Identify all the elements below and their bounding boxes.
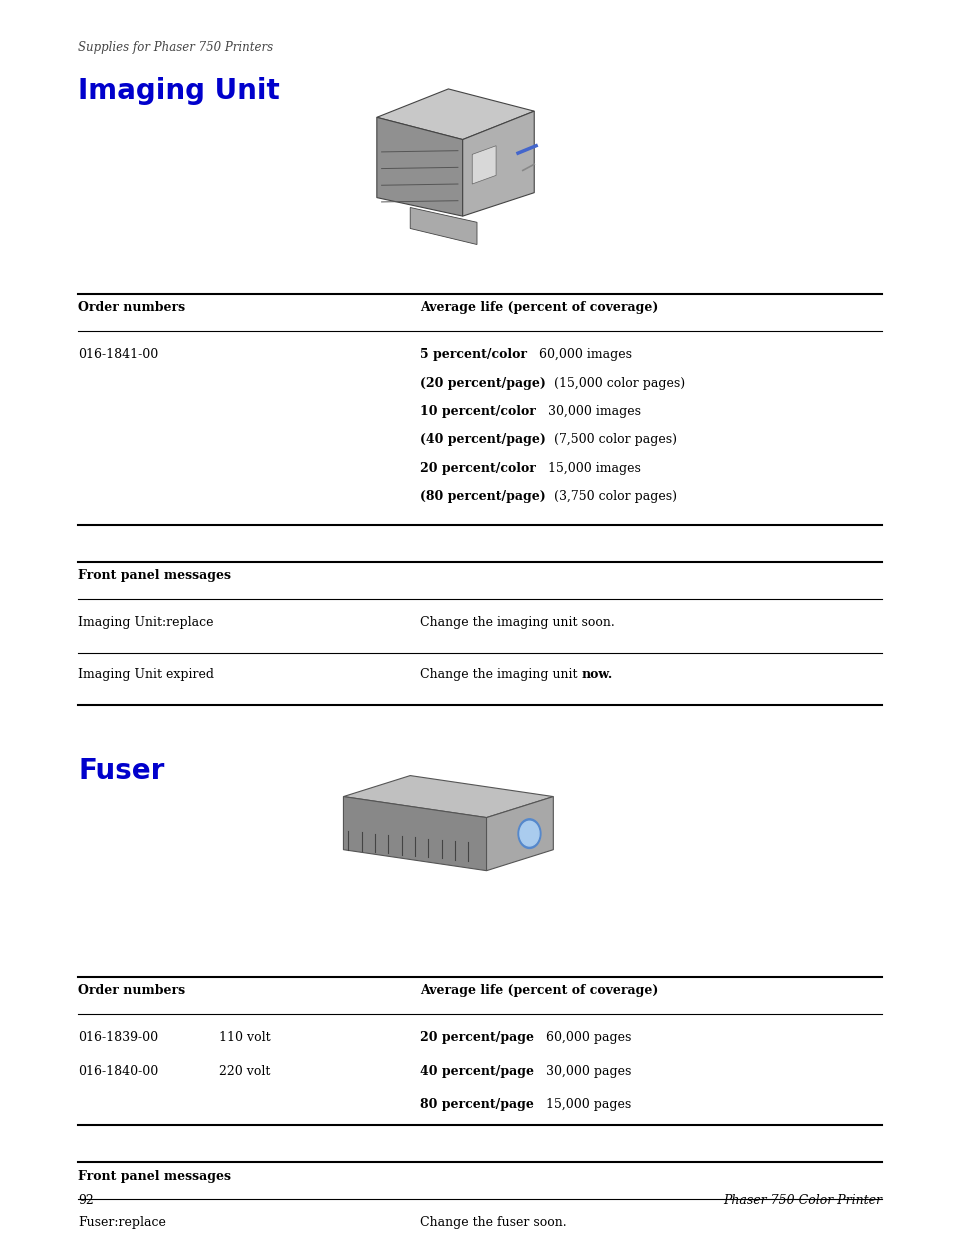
Text: Change the imaging unit soon.: Change the imaging unit soon. <box>419 616 614 630</box>
Text: Change the imaging unit: Change the imaging unit <box>419 668 580 682</box>
Text: 40 percent/page: 40 percent/page <box>419 1065 533 1078</box>
Polygon shape <box>462 111 534 216</box>
Text: 60,000 images: 60,000 images <box>526 348 631 362</box>
Text: Fuser:replace: Fuser:replace <box>78 1216 166 1230</box>
Text: Average life (percent of coverage): Average life (percent of coverage) <box>419 984 658 998</box>
Text: 80 percent/page: 80 percent/page <box>419 1098 533 1112</box>
Text: now.: now. <box>580 668 612 682</box>
Text: (3,750 color pages): (3,750 color pages) <box>545 490 676 504</box>
Text: 20 percent/color: 20 percent/color <box>419 462 535 475</box>
Text: (15,000 color pages): (15,000 color pages) <box>545 377 684 390</box>
Polygon shape <box>376 117 462 216</box>
Text: (80 percent/page): (80 percent/page) <box>419 490 545 504</box>
Text: (20 percent/page): (20 percent/page) <box>419 377 545 390</box>
Text: Supplies for Phaser 750 Printers: Supplies for Phaser 750 Printers <box>78 41 274 54</box>
Text: 10 percent/color: 10 percent/color <box>419 405 535 419</box>
Text: Phaser 750 Color Printer: Phaser 750 Color Printer <box>722 1194 882 1208</box>
Polygon shape <box>410 207 476 245</box>
Circle shape <box>517 819 540 848</box>
Text: 110 volt: 110 volt <box>207 1031 271 1045</box>
Text: Front panel messages: Front panel messages <box>78 1170 231 1183</box>
Circle shape <box>519 821 538 846</box>
Text: (7,500 color pages): (7,500 color pages) <box>545 433 676 447</box>
Text: 15,000 pages: 15,000 pages <box>533 1098 630 1112</box>
Text: Front panel messages: Front panel messages <box>78 569 231 583</box>
Text: 15,000 images: 15,000 images <box>535 462 639 475</box>
Text: 20 percent/page: 20 percent/page <box>419 1031 533 1045</box>
Text: 30,000 pages: 30,000 pages <box>533 1065 631 1078</box>
Text: 220 volt: 220 volt <box>207 1065 270 1078</box>
Polygon shape <box>486 797 553 871</box>
Text: Average life (percent of coverage): Average life (percent of coverage) <box>419 301 658 315</box>
Text: 60,000 pages: 60,000 pages <box>533 1031 631 1045</box>
Text: (40 percent/page): (40 percent/page) <box>419 433 545 447</box>
Text: Order numbers: Order numbers <box>78 301 185 315</box>
Text: Change the fuser soon.: Change the fuser soon. <box>419 1216 566 1230</box>
Text: Order numbers: Order numbers <box>78 984 185 998</box>
Polygon shape <box>343 776 553 818</box>
Text: 5 percent/color: 5 percent/color <box>419 348 526 362</box>
Text: 016-1839-00: 016-1839-00 <box>78 1031 158 1045</box>
Text: 016-1841-00: 016-1841-00 <box>78 348 158 362</box>
Text: Imaging Unit: Imaging Unit <box>78 77 279 105</box>
Text: Fuser: Fuser <box>78 757 165 785</box>
Text: 016-1840-00: 016-1840-00 <box>78 1065 158 1078</box>
Text: Imaging Unit expired: Imaging Unit expired <box>78 668 214 682</box>
Text: 30,000 images: 30,000 images <box>535 405 640 419</box>
Polygon shape <box>472 146 496 184</box>
Polygon shape <box>376 89 534 140</box>
Polygon shape <box>343 797 486 871</box>
Text: 92: 92 <box>78 1194 94 1208</box>
Text: Imaging Unit:replace: Imaging Unit:replace <box>78 616 213 630</box>
